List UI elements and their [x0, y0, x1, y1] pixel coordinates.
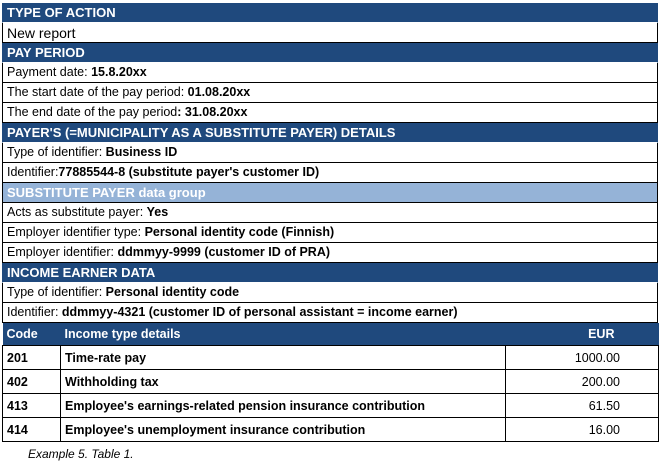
- field-row: Payment date: 15.8.20xx: [2, 63, 658, 83]
- field-row: Employer identifier type: Personal ident…: [2, 223, 658, 243]
- income-table: Code Income type details EUR 201 Time-rat…: [2, 323, 659, 442]
- section-header: SUBSTITUTE PAYER data group: [2, 183, 658, 203]
- section-header: TYPE OF ACTION: [2, 3, 658, 23]
- cell-amount: 1000.00: [505, 345, 659, 370]
- col-details: Income type details: [60, 323, 506, 346]
- field-label: The start date of the pay period:: [7, 85, 188, 99]
- section-header: PAY PERIOD: [2, 43, 658, 63]
- example-table: TYPE OF ACTION New report PAY PERIOD Paymen…: [2, 3, 659, 442]
- cell-details: Withholding tax: [60, 369, 506, 394]
- field-value: Business ID: [105, 145, 178, 159]
- table-row: 413 Employee's earnings-related pension i…: [2, 393, 659, 418]
- field-label: Payment date:: [7, 65, 92, 79]
- field-row: The end date of the pay period: 31.08.20…: [2, 103, 658, 123]
- field-value: 77885544-8 (substitute payer's customer …: [58, 165, 320, 179]
- section-header: INCOME EARNER DATA: [2, 263, 658, 283]
- cell-amount: 16.00: [505, 417, 659, 442]
- field-value: Personal identity code (Finnish): [144, 225, 335, 239]
- field-value: Yes: [146, 205, 169, 219]
- cell-details: Time-rate pay: [60, 345, 506, 370]
- field-label: Employer identifier:: [7, 245, 118, 259]
- field-row: The start date of the pay period: 01.08.…: [2, 83, 658, 103]
- col-eur: EUR: [505, 323, 659, 346]
- field-row: Employer identifier: ddmmyy-9999 (custom…: [2, 243, 658, 263]
- table-row: 414 Employee's unemployment insurance con…: [2, 417, 659, 442]
- field-value: 15.8.20xx: [91, 65, 147, 79]
- field-row: Type of identifier: Business ID: [2, 143, 658, 163]
- field-row: Identifier: ddmmyy-4321 (customer ID of …: [2, 303, 658, 323]
- field-value: ddmmyy-9999 (customer ID of PRA): [117, 245, 331, 259]
- section-header: PAYER'S (=MUNICIPALITY AS A SUBSTITUTE P…: [2, 123, 658, 143]
- field-label: New report: [7, 25, 76, 41]
- field-label: Identifier:: [7, 165, 59, 179]
- field-value: 01.08.20xx: [187, 85, 251, 99]
- field-row: Type of identifier: Personal identity co…: [2, 283, 658, 303]
- cell-amount: 200.00: [505, 369, 659, 394]
- field-label: Type of identifier:: [7, 285, 106, 299]
- field-row: Identifier:77885544-8 (substitute payer'…: [2, 163, 658, 183]
- table-row: 402 Withholding tax 200.00: [2, 369, 659, 394]
- field-label: Employer identifier type:: [7, 225, 145, 239]
- field-row: New report: [2, 23, 658, 43]
- cell-amount: 61.50: [505, 393, 659, 418]
- table-row: 201 Time-rate pay 1000.00: [2, 345, 659, 370]
- cell-code: 414: [2, 417, 61, 442]
- caption: Example 5. Table 1.: [28, 447, 134, 461]
- col-code: Code: [2, 323, 61, 346]
- cell-code: 413: [2, 393, 61, 418]
- field-row: Acts as substitute payer: Yes: [2, 203, 658, 223]
- cell-code: 201: [2, 345, 61, 370]
- field-label: Type of identifier:: [7, 145, 106, 159]
- field-label: Acts as substitute payer:: [7, 205, 147, 219]
- field-label: The end date of the pay period: [7, 105, 178, 119]
- field-value: Personal identity code: [105, 285, 240, 299]
- cell-details: Employee's unemployment insurance contri…: [60, 417, 506, 442]
- cell-details: Employee's earnings-related pension insu…: [60, 393, 506, 418]
- field-value: ddmmyy-4321 (customer ID of personal ass…: [61, 305, 458, 319]
- field-label: Identifier:: [7, 305, 62, 319]
- cell-code: 402: [2, 369, 61, 394]
- field-value: : 31.08.20xx: [177, 105, 248, 119]
